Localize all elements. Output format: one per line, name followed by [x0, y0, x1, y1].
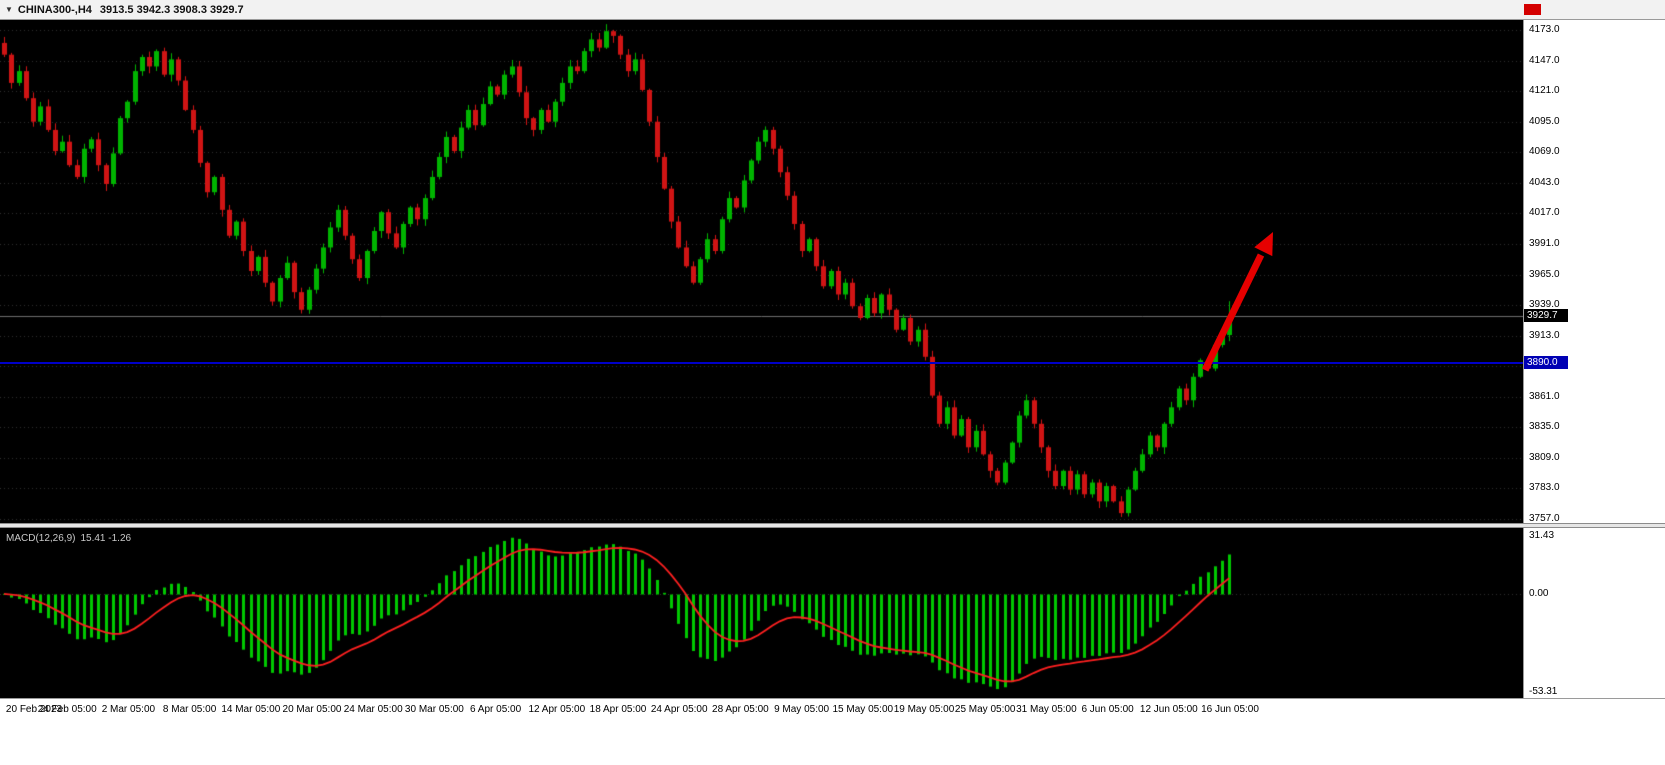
time-axis[interactable]: 20 Feb 2023 24 Feb 05:00 2 Mar 05:00 8 Mar … — [0, 698, 1665, 765]
price-axis[interactable]: 3929.7 3890.0 4173.0 4147.0 4121.0 4095.0 40… — [1523, 20, 1665, 698]
price-axis-label: 3939.0 — [1529, 299, 1560, 311]
time-axis-label: 24 Mar 05:00 — [343, 704, 403, 715]
time-axis-label: 2 Mar 05:00 — [101, 704, 156, 715]
macd-axis-label: -53.31 — [1529, 686, 1558, 697]
time-axis-label: 24 Feb 05:00 — [37, 704, 97, 715]
price-axis-label: 4043.0 — [1529, 176, 1560, 188]
macd-name: MACD(12,26,9) — [6, 533, 76, 544]
time-axis-label: 12 Jun 05:00 — [1139, 704, 1198, 715]
trend-arrow-annotation[interactable] — [1195, 210, 1295, 380]
time-axis-label: 19 May 05:00 — [893, 704, 955, 715]
time-axis-label: 8 Mar 05:00 — [162, 704, 217, 715]
ohlc-values: 3913.5 3942.3 3908.3 3929.7 — [99, 3, 244, 16]
time-axis-label: 31 May 05:00 — [1016, 704, 1077, 715]
price-axis-label: 4173.0 — [1529, 24, 1560, 35]
time-axis-label: 24 Apr 05:00 — [650, 704, 708, 715]
chart-header: ▼ CHINA300-,H4 3913.5 3942.3 3908.3 3929… — [0, 0, 1665, 20]
price-axis-label: 3783.0 — [1529, 482, 1560, 494]
symbol-title: CHINA300-,H4 — [17, 3, 92, 16]
price-axis-label: 3835.0 — [1529, 421, 1560, 433]
time-axis-label: 18 Apr 05:00 — [589, 704, 647, 715]
arrow-head — [1254, 232, 1273, 257]
hline-price-badge: 3890.0 — [1524, 355, 1568, 369]
time-axis-label: 25 May 05:00 — [954, 704, 1016, 715]
time-axis-label: 14 Mar 05:00 — [221, 704, 281, 715]
time-axis-label: 9 May 05:00 — [774, 704, 830, 715]
time-axis-label: 16 Jun 05:00 — [1201, 704, 1259, 715]
time-axis-label: 28 Apr 05:00 — [712, 704, 769, 715]
price-axis-label: 4017.0 — [1529, 207, 1560, 219]
time-axis-label: 30 Mar 05:00 — [404, 704, 464, 715]
price-axis-label: 3757.0 — [1529, 513, 1560, 524]
time-axis-label: 20 Mar 05:00 — [282, 704, 342, 715]
macd-values: 15.41 -1.26 — [80, 533, 132, 544]
price-axis-label: 3861.0 — [1529, 390, 1560, 402]
time-axis-label: 6 Jun 05:00 — [1081, 704, 1134, 715]
price-axis-label: 4095.0 — [1529, 115, 1560, 127]
macd-axis-label: 31.43 — [1529, 530, 1555, 541]
price-axis-label: 4147.0 — [1529, 54, 1560, 66]
top-right-marker-icon — [1524, 4, 1541, 15]
price-axis-label: 3965.0 — [1529, 268, 1560, 280]
price-axis-label: 3809.0 — [1529, 451, 1560, 463]
price-axis-label: 4069.0 — [1529, 146, 1560, 158]
time-axis-label: 6 Apr 05:00 — [470, 704, 522, 715]
price-axis-label: 3913.0 — [1529, 329, 1560, 341]
macd-canvas[interactable] — [0, 528, 1523, 698]
time-axis-label: 15 May 05:00 — [832, 704, 894, 715]
horizontal-line-3890[interactable] — [0, 361, 1523, 364]
price-chart-canvas[interactable] — [0, 20, 1523, 523]
arrow-shaft — [1201, 253, 1265, 372]
dropdown-icon[interactable]: ▼ — [5, 4, 13, 14]
price-axis-label: 3991.0 — [1529, 237, 1560, 249]
macd-axis-label: 0.00 — [1529, 587, 1549, 599]
bid-price-badge: 3929.7 — [1524, 308, 1568, 322]
price-axis-label: 4121.0 — [1529, 85, 1560, 97]
time-axis-label: 12 Apr 05:00 — [528, 704, 586, 715]
time-axis-label: 20 Feb 2023 — [5, 704, 63, 715]
panel-splitter[interactable] — [0, 523, 1665, 528]
macd-indicator-label: MACD(12,26,9) 15.41 -1.26 — [6, 533, 136, 544]
